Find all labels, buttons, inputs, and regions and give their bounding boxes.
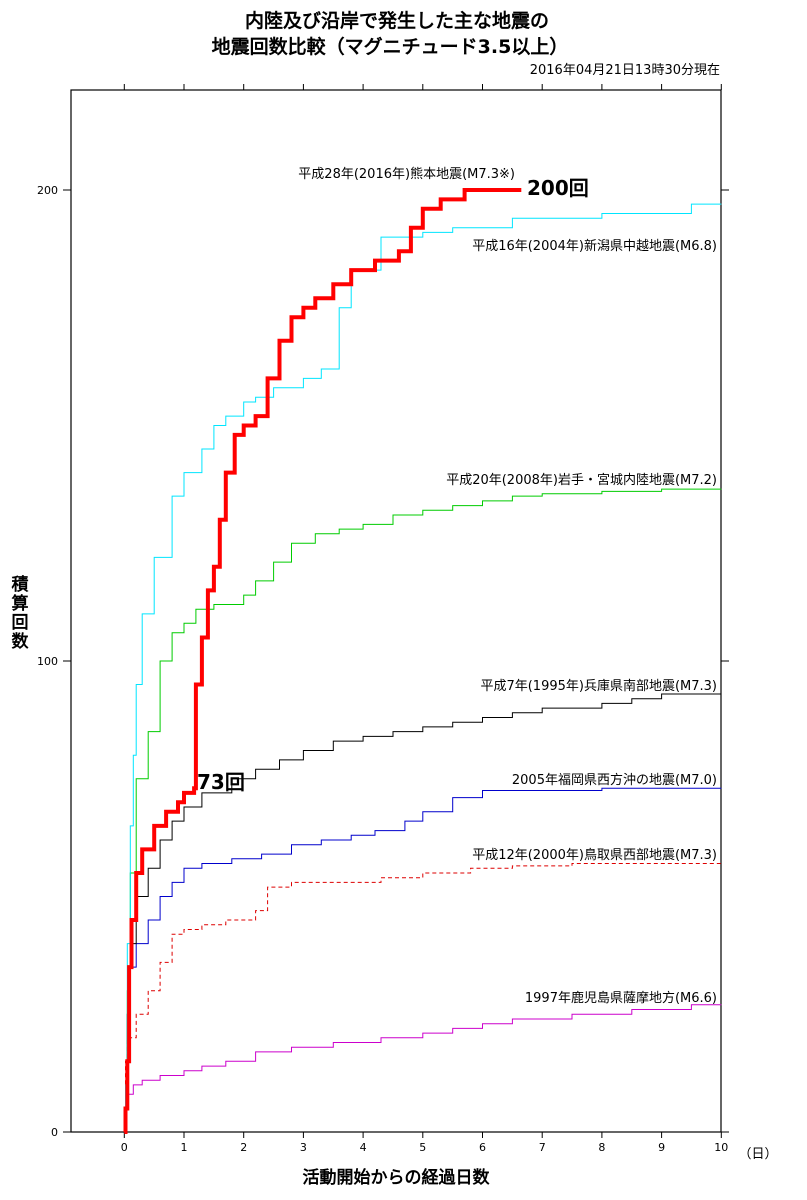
series-line [124, 203, 722, 1133]
series-labels: 平成28年(2016年)熊本地震(M7.3※) 平成16年(2004年)新潟県中越… [298, 166, 717, 1006]
series-line [124, 863, 722, 1133]
x-tick-label: 1 [181, 1141, 188, 1154]
series-label: 平成16年(2004年)新潟県中越地震(M6.8) [472, 238, 717, 254]
series-line [123, 188, 522, 1134]
x-tick-label: 5 [419, 1141, 426, 1154]
y-tick-label: 0 [51, 1126, 58, 1139]
y-axis-label-char: 算 [11, 593, 29, 614]
x-tick-label: 3 [300, 1141, 307, 1154]
series-label: 1997年鹿児島県薩摩地方(M6.6) [525, 990, 717, 1006]
y-axis-label-char: 積 [12, 574, 30, 595]
x-axis-label: 活動開始からの経過日数 [303, 1167, 491, 1188]
y-tick-label: 100 [37, 655, 58, 668]
x-axis-unit: （日） [738, 1147, 777, 1162]
plot-frame [70, 89, 722, 1133]
x-tick-label: 4 [360, 1141, 367, 1154]
chart-title-line2: 地震回数比較（マグニチュード3.5以上） [212, 35, 569, 58]
series-line [124, 787, 722, 1133]
series-lines [123, 188, 722, 1134]
chart-timestamp: 2016年04月21日13時30分現在 [530, 63, 720, 78]
series-label: 平成28年(2016年)熊本地震(M7.3※) [298, 166, 515, 182]
y-axis-label-char: 回 [12, 613, 29, 633]
x-tick-label: 8 [598, 1141, 605, 1154]
x-tick-label: 10 [714, 1141, 728, 1154]
series-label: 平成7年(1995年)兵庫県南部地震(M7.3) [480, 678, 717, 694]
x-tick-label: 7 [539, 1141, 546, 1154]
series-line [124, 1004, 722, 1133]
x-tick-label: 0 [121, 1141, 128, 1154]
annotations: 200回 73回 [197, 176, 589, 794]
count-annotation: 200回 [527, 176, 589, 200]
y-tick-label: 200 [37, 184, 58, 197]
series-label: 平成12年(2000年)鳥取県西部地震(M7.3) [472, 848, 717, 863]
x-tick-label: 2 [240, 1141, 247, 1154]
count-annotation: 73回 [197, 770, 245, 794]
x-tick-label: 6 [479, 1141, 486, 1154]
x-tick-label: 9 [658, 1141, 665, 1154]
series-label: 平成20年(2008年)岩手・宮城内陸地震(M7.2) [446, 472, 717, 488]
series-line [124, 488, 722, 1133]
series-label: 2005年福岡県西方沖の地震(M7.0) [512, 772, 717, 788]
y-axis-label-char: 数 [12, 631, 30, 652]
chart-title-line1: 内陸及び沿岸で発生した主な地震の [245, 9, 549, 32]
